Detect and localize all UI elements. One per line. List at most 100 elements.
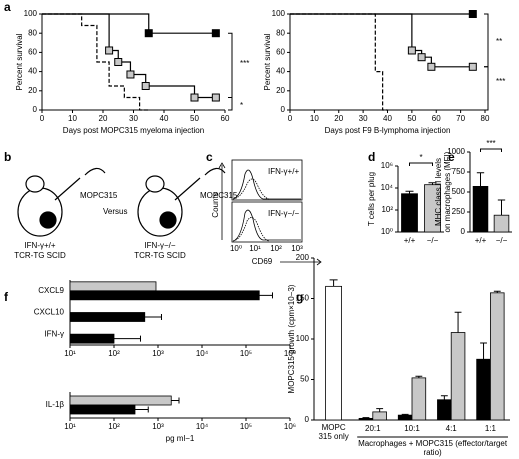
- bar: [476, 358, 491, 421]
- survival-curve: [290, 13, 388, 111]
- y-axis-label: Percent survival: [263, 33, 272, 90]
- x-tick-label: 70: [456, 114, 465, 123]
- y-tick-label: 40: [276, 67, 285, 76]
- genotype-label: IFN-γ−/−: [144, 241, 175, 250]
- bar: [372, 411, 387, 421]
- flow-tick: 10³: [291, 244, 303, 253]
- y-tick-label: 60: [276, 48, 285, 57]
- error-bar: [493, 290, 501, 293]
- y-tick-label: 20: [28, 86, 37, 95]
- x-tick-label: 1:1: [485, 424, 497, 433]
- x-tick-label: 40: [383, 114, 392, 123]
- x-tick-label: 10²: [108, 349, 120, 358]
- bar: [358, 417, 374, 421]
- tumor-label: MOPC315: [80, 191, 118, 200]
- flow-label: IFN-γ−/−: [268, 209, 299, 218]
- y-tick-label: 40: [28, 67, 37, 76]
- y-tick-label: IL-1β: [46, 400, 65, 409]
- bar: [69, 290, 260, 301]
- y-tick-label: 80: [28, 28, 37, 37]
- x-tick-label: 30: [129, 114, 138, 123]
- x-tick-label: 20: [334, 114, 343, 123]
- panel-letter: f: [4, 290, 9, 304]
- significance-bracket: [228, 97, 233, 111]
- x-tick-label: −/−: [496, 236, 508, 245]
- y-tick-label: 0: [281, 105, 286, 114]
- x-tick-label: 4:1: [446, 424, 458, 433]
- survival-marker: [190, 93, 199, 102]
- x-tick-label: 10¹: [64, 349, 76, 358]
- x-tick-label: 10⁵: [240, 422, 252, 431]
- x-tick-label: 10¹: [64, 422, 76, 431]
- flow-xlabel: CD69: [252, 257, 273, 266]
- panel-letter: d: [368, 150, 375, 164]
- strain-label: TCR-TG SCID: [134, 251, 186, 260]
- flow-tick: 10⁰: [230, 244, 242, 253]
- y-tick-label: 10⁴: [381, 183, 394, 192]
- survival-marker: [144, 29, 153, 38]
- y-tick-label: 20: [276, 86, 285, 95]
- panel-letter: c: [206, 150, 213, 164]
- x-tick-label: −/−: [427, 236, 439, 245]
- bar: [325, 285, 343, 421]
- x-tick-label: MOPC 315 only: [318, 423, 349, 441]
- survival-marker: [105, 46, 114, 55]
- panel-letter: e: [448, 150, 455, 164]
- error-bar: [134, 406, 149, 413]
- error-bar: [144, 314, 162, 320]
- y-tick-label: 200: [296, 253, 310, 262]
- y-tick-label: 150: [296, 294, 310, 303]
- bar: [69, 404, 136, 415]
- y-tick-label: 10⁶: [381, 161, 393, 170]
- x-tick-label: 60: [221, 114, 230, 123]
- bar: [69, 395, 172, 406]
- y-tick-label: 1000: [447, 147, 465, 156]
- flow-label: IFN-γ+/+: [268, 167, 299, 176]
- y-tick-label: 100: [296, 334, 310, 343]
- x-tick-label: 50: [190, 114, 199, 123]
- x-tick-label: 10: [310, 114, 319, 123]
- significance-label: ***: [240, 59, 249, 68]
- survival-marker: [211, 93, 220, 102]
- significance-bracket: [409, 162, 433, 166]
- significance-label: ***: [486, 139, 495, 148]
- x-tick-label: MOPC 315 only: [318, 423, 349, 441]
- x-tick-label: 10⁶: [284, 349, 296, 358]
- y-tick-label: CXCL10: [34, 308, 65, 317]
- x-tick-label: 10: [68, 114, 77, 123]
- bar: [489, 292, 505, 421]
- y-tick-label: 750: [452, 167, 466, 176]
- x-tick-label: 10⁴: [196, 422, 209, 431]
- x-tick-label: 30: [359, 114, 368, 123]
- y-axis-label: Percent survival: [15, 33, 24, 90]
- x-tick-label: 80: [481, 114, 490, 123]
- bar: [493, 214, 510, 233]
- error-bar: [405, 190, 414, 194]
- panel-letter: g: [296, 290, 303, 304]
- significance-label: **: [496, 37, 502, 46]
- error-bar: [480, 342, 487, 360]
- panel-letter: a: [4, 0, 11, 14]
- error-bar: [114, 335, 141, 342]
- bar: [69, 312, 146, 322]
- versus-label: Versus: [103, 207, 127, 216]
- x-tick-label: 10⁵: [240, 349, 252, 358]
- error-bar: [440, 395, 448, 400]
- y-axis-label: MOPC315 growth (cpm×10−3): [287, 284, 296, 393]
- survival-marker: [114, 58, 123, 66]
- y-tick-label: 0: [461, 227, 466, 236]
- y-tick-label: 50: [300, 375, 309, 384]
- y-axis-label: T cells per plug: [367, 172, 376, 226]
- survival-marker: [417, 53, 426, 62]
- x-axis-label: Days post F9 B-lymphoma injection: [325, 126, 451, 135]
- bar: [437, 399, 452, 421]
- x-tick-label: 40: [160, 114, 169, 123]
- bar: [69, 333, 115, 344]
- y-tick-label: 500: [452, 187, 466, 196]
- y-tick-label: 80: [276, 28, 285, 37]
- x-axis-label: Macrophages + MOPC315 (effector/target r…: [358, 439, 508, 457]
- y-axis-label: MHC class II levels: [434, 158, 443, 226]
- x-axis-label: pg ml−1: [166, 434, 195, 443]
- x-tick-label: 50: [407, 114, 416, 123]
